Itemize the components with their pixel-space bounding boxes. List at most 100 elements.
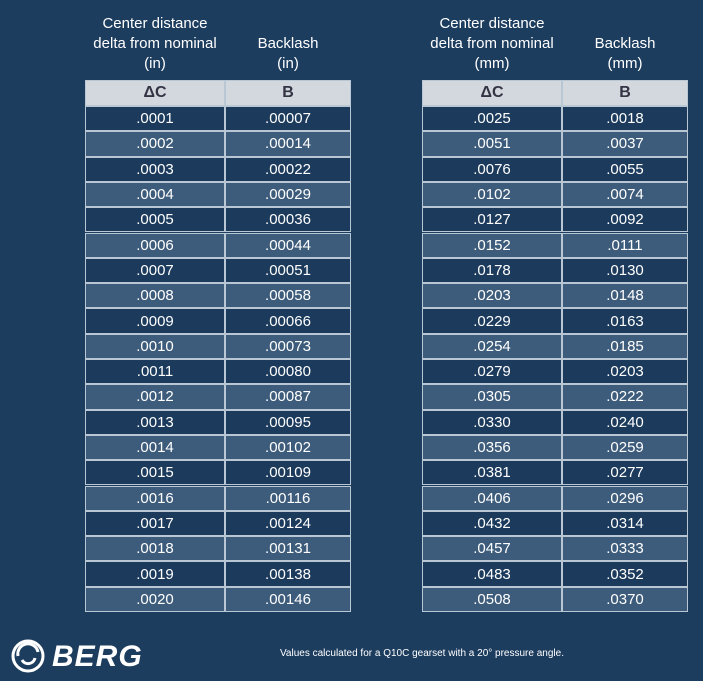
table-cell: .00095	[225, 409, 351, 435]
table-cell: .00014	[225, 131, 351, 157]
table-cell: .00022	[225, 156, 351, 182]
table-cell: .00131	[225, 536, 351, 562]
header-line: (mm)	[607, 55, 643, 72]
table-cell: .00146	[225, 586, 351, 612]
table-cell: .0330	[422, 409, 562, 435]
table-cell: .00066	[225, 308, 351, 334]
table-cell: .0015	[85, 460, 225, 486]
table-cell: .0013	[85, 409, 225, 435]
table-cell: .00058	[225, 283, 351, 309]
table-cell: .0356	[422, 434, 562, 461]
table-cell: .0254	[422, 333, 562, 359]
table-cell: .0296	[562, 485, 688, 511]
table-cell: .0004	[85, 181, 225, 208]
table-cell: .0025	[422, 106, 562, 132]
table-cell: .0163	[562, 308, 688, 334]
header-line: (in)	[144, 55, 166, 72]
table-cell: .0020	[85, 586, 225, 612]
table-cell: .00029	[225, 181, 351, 208]
table-cell: .0457	[422, 536, 562, 562]
table-cell: .00073	[225, 333, 351, 359]
table-cell: .0148	[562, 283, 688, 309]
table-cell: .00124	[225, 510, 351, 537]
table-cell: .0203	[422, 283, 562, 309]
table-cell: .0012	[85, 384, 225, 410]
table-cell: .0178	[422, 257, 562, 284]
table-cell: .0007	[85, 257, 225, 284]
column-header: Backlash (in)	[225, 34, 351, 74]
table-cell: .0011	[85, 359, 225, 385]
table-cell: .0203	[562, 359, 688, 385]
column-header: Center distance delta from nominal (in)	[85, 14, 225, 74]
table-cell: .0076	[422, 156, 562, 182]
header-line: (mm)	[474, 55, 510, 72]
table-cell: .0008	[85, 283, 225, 309]
table-cell: .0074	[562, 181, 688, 208]
table-cell: .0111	[562, 232, 688, 258]
table-cell: .0314	[562, 510, 688, 537]
column-symbol: ΔC	[85, 80, 225, 106]
table-cell: .0018	[85, 536, 225, 562]
table-cell: .0305	[422, 384, 562, 410]
header-line: (in)	[277, 55, 299, 72]
table-cell: .0152	[422, 232, 562, 258]
table-cell: .0019	[85, 561, 225, 587]
table-cell: .0006	[85, 232, 225, 258]
column-symbol: B	[225, 80, 351, 106]
header-line: delta from nominal	[430, 35, 554, 52]
table-cell: .0055	[562, 156, 688, 182]
header-line: delta from nominal	[93, 35, 217, 52]
table-cell: .0092	[562, 207, 688, 233]
table-cell: .0333	[562, 536, 688, 562]
table-cell: .0127	[422, 207, 562, 233]
table-cell: .0102	[422, 181, 562, 208]
table-cell: .0259	[562, 434, 688, 461]
table-cell: .00007	[225, 106, 351, 132]
column-symbol: ΔC	[422, 80, 562, 106]
table-cell: .00044	[225, 232, 351, 258]
table-cell: .0508	[422, 586, 562, 612]
table-cell: .0018	[562, 106, 688, 132]
column-symbol: B	[562, 80, 688, 106]
table-cell: .00109	[225, 460, 351, 486]
column-header: Backlash (mm)	[562, 34, 688, 74]
table-cell: .0279	[422, 359, 562, 385]
table-cell: .0381	[422, 460, 562, 486]
table-cell: .0016	[85, 485, 225, 511]
logo-icon	[11, 639, 45, 673]
header-line: Backlash	[594, 35, 656, 52]
table-cell: .00138	[225, 561, 351, 587]
logo-text: BERG	[52, 640, 143, 673]
table-cell: .00036	[225, 207, 351, 233]
table-cell: .0014	[85, 434, 225, 461]
table-cell: .0003	[85, 156, 225, 182]
table-cell: .0009	[85, 308, 225, 334]
table-cell: .0051	[422, 131, 562, 157]
table-cell: .0483	[422, 561, 562, 587]
table-cell: .00080	[225, 359, 351, 385]
table-cell: .00087	[225, 384, 351, 410]
header-line: Center distance	[102, 15, 208, 32]
table-cell: .0277	[562, 460, 688, 486]
table-cell: .0017	[85, 510, 225, 537]
table-cell: .0229	[422, 308, 562, 334]
table-cell: .0222	[562, 384, 688, 410]
header-line: Backlash	[257, 35, 319, 52]
table-cell: .0010	[85, 333, 225, 359]
table-cell: .0432	[422, 510, 562, 537]
table-cell: .0185	[562, 333, 688, 359]
table-cell: .0005	[85, 207, 225, 233]
column-header: Center distance delta from nominal (mm)	[422, 14, 562, 74]
table-cell: .0002	[85, 131, 225, 157]
header-line: Center distance	[439, 15, 545, 32]
table-cell: .00051	[225, 257, 351, 284]
table-cell: .0240	[562, 409, 688, 435]
table-cell: .0001	[85, 106, 225, 132]
table-cell: .0370	[562, 586, 688, 612]
table-cell: .0130	[562, 257, 688, 284]
footnote: Values calculated for a Q10C gearset wit…	[280, 648, 564, 659]
table-cell: .00116	[225, 485, 351, 511]
table-cell: .00102	[225, 434, 351, 461]
table-cell: .0406	[422, 485, 562, 511]
